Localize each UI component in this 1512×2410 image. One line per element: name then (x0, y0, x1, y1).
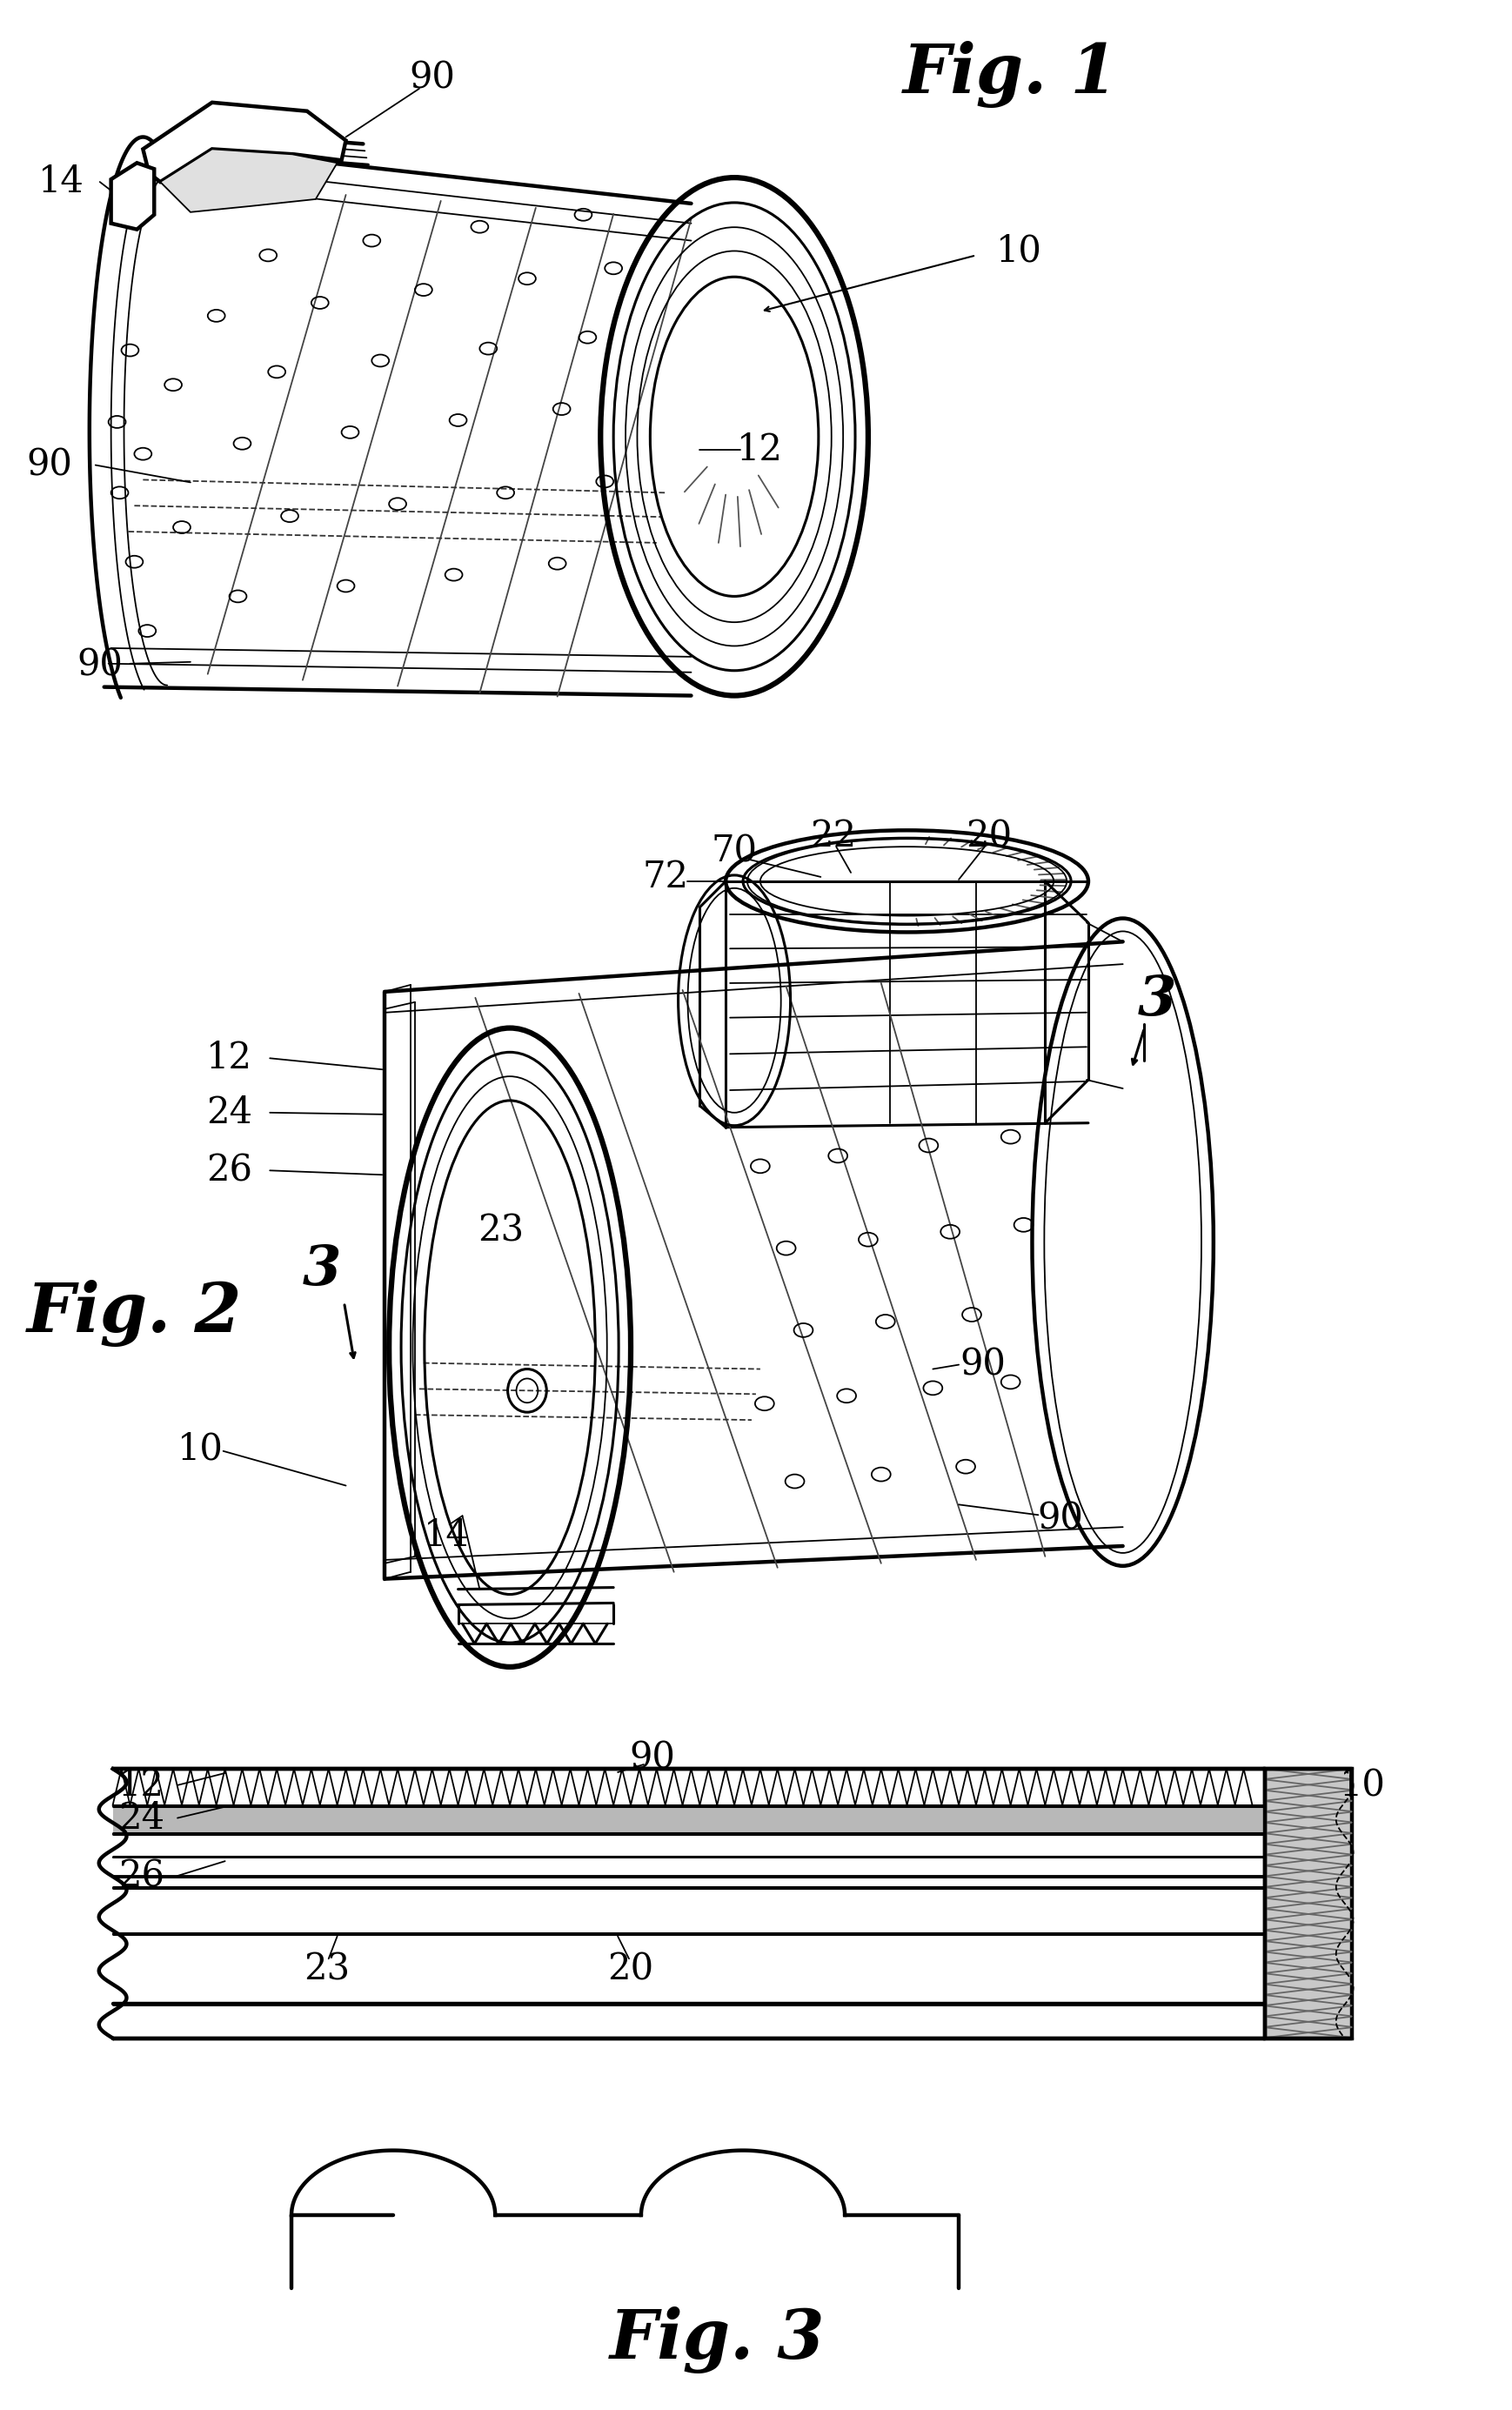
Text: 12: 12 (738, 431, 783, 468)
Text: 90: 90 (1037, 1499, 1084, 1538)
Text: 10: 10 (177, 1432, 224, 1468)
Text: 26: 26 (118, 1858, 165, 1894)
Text: 90: 90 (629, 1740, 676, 1776)
Text: 70: 70 (711, 834, 758, 870)
Text: 10: 10 (996, 234, 1042, 270)
Text: 90: 90 (26, 446, 73, 484)
Text: Fig. 3: Fig. 3 (609, 2306, 824, 2374)
Text: 20: 20 (966, 817, 1012, 856)
Text: Fig. 1: Fig. 1 (903, 41, 1119, 108)
Text: 24: 24 (118, 1800, 165, 1836)
Text: 23: 23 (304, 1950, 349, 1988)
Text: 20: 20 (608, 1950, 653, 1988)
Text: 10: 10 (1340, 1767, 1387, 1803)
Text: 22: 22 (810, 817, 857, 856)
Text: 90: 90 (77, 648, 122, 684)
Text: 90: 90 (960, 1347, 1005, 1383)
Text: 23: 23 (478, 1212, 525, 1248)
Text: 3: 3 (302, 1244, 342, 1297)
Text: 24: 24 (207, 1094, 253, 1130)
Text: 14: 14 (423, 1518, 470, 1554)
Polygon shape (113, 1805, 1266, 1834)
Text: 72: 72 (643, 858, 688, 894)
Text: 26: 26 (207, 1152, 253, 1188)
Text: 90: 90 (410, 60, 455, 96)
Text: 14: 14 (38, 164, 85, 200)
Polygon shape (160, 149, 337, 212)
Text: 12: 12 (118, 1767, 165, 1803)
Text: Fig. 2: Fig. 2 (27, 1280, 242, 1347)
Text: 12: 12 (207, 1041, 253, 1077)
Text: 3: 3 (1139, 974, 1176, 1027)
Polygon shape (110, 164, 154, 229)
Polygon shape (1266, 1769, 1352, 2039)
Polygon shape (144, 104, 346, 181)
